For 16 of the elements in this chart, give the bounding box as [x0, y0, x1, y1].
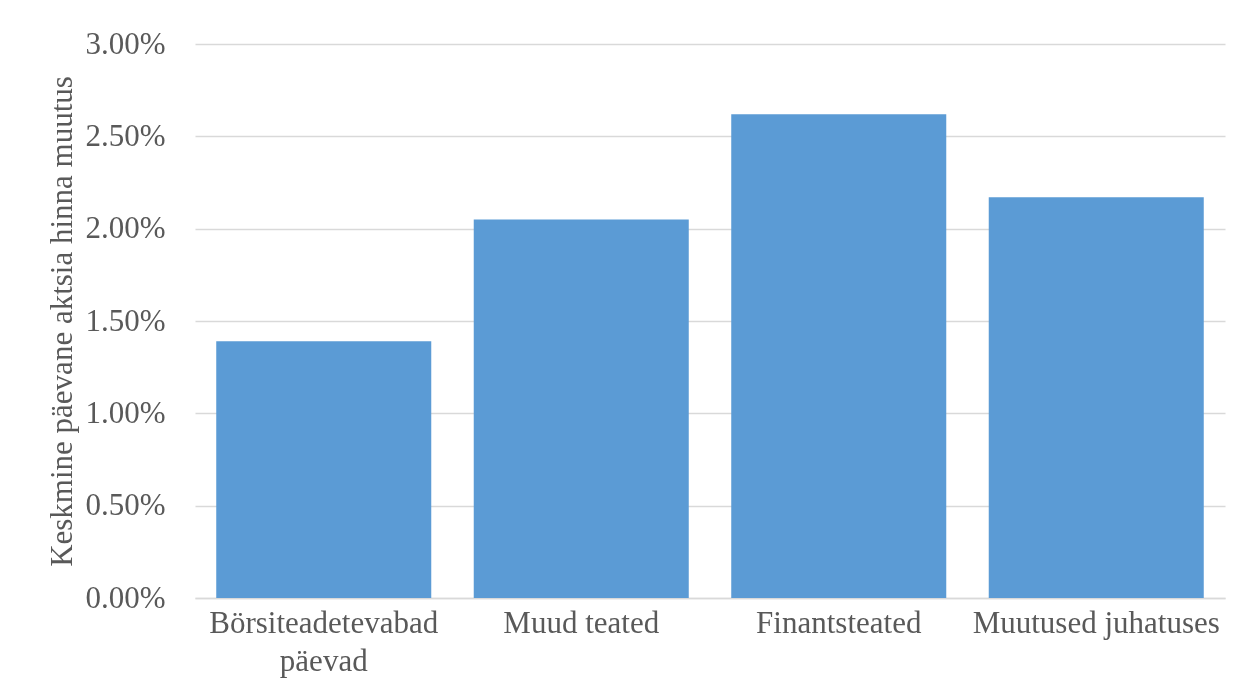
- y-axis-title: Keskmine päevane aktsia hinna muutus: [44, 76, 80, 567]
- y-tick-label: 0.00%: [85, 579, 166, 615]
- bar: [731, 114, 947, 598]
- x-tick-label: Börsiteadetevabad päevad: [209, 604, 439, 678]
- y-tick-label: 1.00%: [85, 394, 166, 430]
- bar: [988, 197, 1204, 598]
- bar: [216, 341, 432, 598]
- y-tick-label: 2.50%: [85, 117, 166, 153]
- x-tick-label: Muutused juhatuses: [972, 604, 1220, 640]
- y-tick-label: 3.00%: [85, 25, 166, 61]
- bar: [473, 219, 689, 598]
- x-tick-label: Muud teated: [503, 604, 660, 640]
- y-tick-label: 2.00%: [85, 210, 166, 246]
- x-tick-label: Finantsteated: [756, 604, 922, 640]
- y-tick-label: 0.50%: [85, 487, 166, 523]
- y-tick-label: 1.50%: [85, 302, 166, 338]
